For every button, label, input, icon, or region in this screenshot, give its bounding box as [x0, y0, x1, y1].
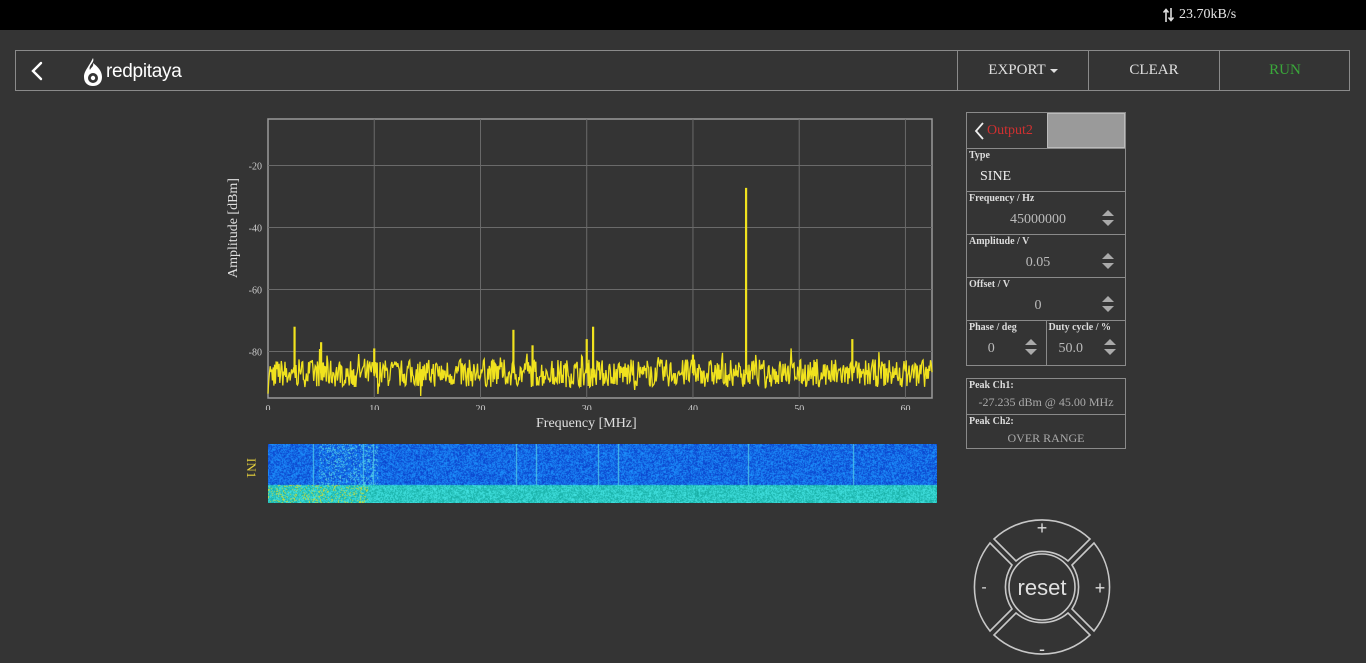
reset-label: reset [1018, 575, 1067, 600]
run-button[interactable]: RUN [1219, 51, 1350, 90]
zoom-out-x-label: - [981, 579, 986, 596]
y-tick-label: -20 [249, 162, 262, 173]
dpad-down-button[interactable] [992, 611, 1092, 655]
peak-ch1-label: Peak Ch1: [969, 380, 1014, 391]
caret-down-icon [1049, 68, 1058, 73]
net-speed-text: 23.70kB/s [1179, 7, 1237, 22]
zoom-in-x-label: + [1095, 578, 1106, 598]
output2-panel: Output2 Type SINE Frequency / Hz 4500000… [966, 112, 1126, 366]
spectrum-trace [267, 348, 933, 397]
y-axis-label: Amplitude [dBm] [226, 178, 241, 278]
zoom-control-pad: reset + - - + [973, 518, 1111, 659]
export-button[interactable]: EXPORT [957, 51, 1088, 90]
spinner-icon[interactable] [1101, 208, 1115, 228]
peak-ch2: Peak Ch2: OVER RANGE [967, 414, 1125, 450]
output-toggle[interactable] [1047, 113, 1125, 148]
phase-value[interactable]: 0 [987, 341, 995, 356]
x-tick-label: 10 [369, 404, 379, 410]
duty-cycle-value[interactable]: 50.0 [1058, 341, 1084, 356]
y-tick-label: -40 [249, 224, 262, 235]
x-tick-label: 40 [688, 404, 698, 410]
dpad-left-button[interactable] [973, 541, 1014, 633]
phase-label: Phase / deg [969, 322, 1017, 333]
offset-label: Offset / V [969, 279, 1010, 290]
chevron-left-icon [974, 121, 984, 140]
chevron-left-icon [31, 61, 43, 81]
zoom-out-y-label: - [1039, 639, 1045, 659]
x-axis-label: Frequency [MHz] [536, 416, 637, 431]
export-label: EXPORT [988, 62, 1046, 78]
offset-value[interactable]: 0 [1034, 298, 1042, 313]
output2-back-button[interactable]: Output2 [967, 113, 1047, 148]
clear-button[interactable]: CLEAR [1088, 51, 1219, 90]
redpitaya-logo: redpitaya [82, 56, 182, 88]
frequency-field[interactable]: Frequency / Hz 45000000 [967, 192, 1125, 235]
spinner-icon[interactable] [1103, 337, 1117, 357]
spinner-icon[interactable] [1101, 251, 1115, 271]
waterfall-channel-label: IN1 [244, 458, 259, 479]
transfer-arrows-icon [1163, 8, 1175, 22]
waterfall-display [268, 444, 937, 503]
logo-text: redpitaya [106, 61, 182, 82]
flame-icon [84, 58, 102, 86]
type-field[interactable]: Type SINE [967, 149, 1125, 192]
panel-title: Output2 [987, 122, 1033, 138]
spinner-icon[interactable] [1024, 337, 1038, 357]
dpad-up-button[interactable] [992, 519, 1092, 563]
peak-ch1: Peak Ch1: -27.235 dBm @ 45.00 MHz [967, 379, 1125, 414]
amplitude-value[interactable]: 0.05 [1025, 255, 1051, 270]
spectrum-plot[interactable]: 0 10 20 30 40 50 60 -20 -40 -60 -80 [220, 110, 945, 410]
phase-field[interactable]: Phase / deg 0 [967, 321, 1046, 365]
spinner-icon[interactable] [1101, 294, 1115, 314]
app-header: redpitaya EXPORT CLEAR RUN [15, 50, 1350, 91]
duty-cycle-field[interactable]: Duty cycle / % 50.0 [1045, 321, 1126, 365]
network-speed: 23.70kB/s [1163, 7, 1236, 23]
type-value[interactable]: SINE [980, 169, 1012, 184]
amplitude-label: Amplitude / V [969, 236, 1030, 247]
back-button[interactable] [26, 57, 50, 85]
svg-text:Amplitude [dBm]: Amplitude [dBm] [226, 178, 241, 278]
y-tick-label: -80 [249, 348, 262, 359]
offset-field[interactable]: Offset / V 0 [967, 278, 1125, 321]
frequency-label: Frequency / Hz [969, 193, 1035, 204]
peak-ch2-label: Peak Ch2: [969, 416, 1014, 427]
plot-area [267, 118, 933, 399]
x-tick-label: 20 [475, 404, 485, 410]
x-tick-label: 60 [900, 404, 910, 410]
x-tick-label: 30 [582, 404, 592, 410]
type-label: Type [969, 150, 990, 161]
zoom-in-y-label: + [1037, 518, 1048, 538]
top-status-bar: 23.70kB/s [0, 0, 1366, 30]
amplitude-field[interactable]: Amplitude / V 0.05 [967, 235, 1125, 278]
dpad-right-button[interactable] [1070, 541, 1111, 633]
peak-ch2-value: OVER RANGE [1007, 431, 1085, 445]
peak-ch1-value: -27.235 dBm @ 45.00 MHz [978, 395, 1114, 409]
peaks-panel: Peak Ch1: -27.235 dBm @ 45.00 MHz Peak C… [966, 378, 1126, 449]
reset-button[interactable] [1008, 553, 1076, 621]
frequency-value[interactable]: 45000000 [1010, 212, 1066, 227]
y-tick-label: -60 [249, 286, 262, 297]
x-tick-label: 50 [794, 404, 804, 410]
duty-cycle-label: Duty cycle / % [1048, 322, 1112, 333]
x-tick-label: 0 [266, 404, 271, 410]
